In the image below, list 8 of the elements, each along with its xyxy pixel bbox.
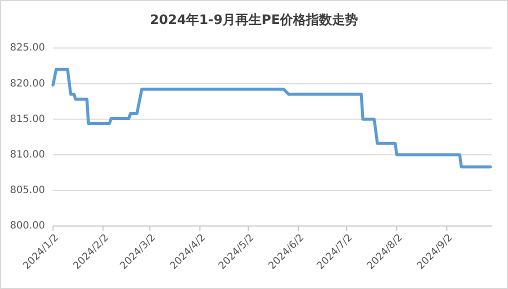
y-tick-label: 800.00 <box>10 220 45 232</box>
y-tick-label: 815.00 <box>10 114 45 125</box>
chart-title: 2024年1-9月再生PE价格指数走势 <box>150 12 358 28</box>
y-tick-label: 825.00 <box>10 42 45 54</box>
y-tick-label: 820.00 <box>10 78 45 90</box>
y-tick-label: 805.00 <box>10 185 45 196</box>
line-series <box>52 68 492 168</box>
y-tick-label: 810.00 <box>10 150 45 161</box>
